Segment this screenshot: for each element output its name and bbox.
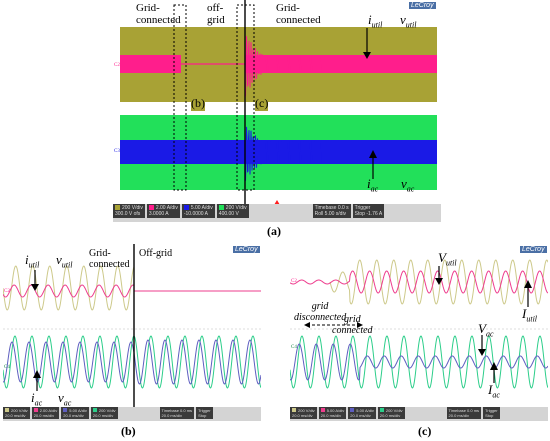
- status-c4: 200 V/div 400.00 V: [216, 204, 249, 218]
- panel-b-status-bar: 200 V/div 20.0 ms/div 2.00 A/div 20.0 ms/d…: [3, 407, 261, 421]
- status-timebase: Timebase 0.0 s Roll 5.00 s/div: [312, 204, 351, 218]
- arrow-I-util-c: [524, 280, 532, 307]
- panel-b-scope-screen: C2 C4: [3, 244, 261, 414]
- arrow-i-util-a: [363, 28, 371, 59]
- status-b-c4: 200 V/div 20.0 ms/div: [90, 407, 118, 419]
- arrow-V-util-c: [435, 266, 443, 285]
- i-ac-waveform-c: [290, 343, 548, 381]
- panel-a-scope-screen: C2 C1 C3: [113, 0, 441, 210]
- status-b-c1: 200 V/div 20.0 ms/div: [3, 407, 30, 419]
- status-b-c2: 2.00 A/div 20.0 ms/div: [31, 407, 60, 419]
- caption-a: (a): [267, 224, 281, 238]
- label-grid-connected-1: Grid- connected: [136, 2, 181, 26]
- status-b-trigger: Trigger Stop: [196, 407, 213, 419]
- status-c3: 5.00 A/div -10.0000 A: [181, 204, 215, 218]
- status-trigger: Trigger Stop -1.76 A: [352, 204, 385, 218]
- lecroy-logo-b: LeCroy: [233, 246, 260, 253]
- caption-b: (b): [121, 424, 136, 438]
- label-v-util-b: vutil: [56, 252, 73, 270]
- arrow-i-ac-b: [33, 370, 41, 391]
- label-off-grid: off- grid: [207, 2, 225, 26]
- label-i-ac-a: iac: [367, 176, 379, 194]
- status-c-trigger: Trigger Stop: [483, 407, 500, 419]
- panel-a-status-bar: 200 V/div 300.0 V ofs 2.00 A/div 3.0000 A …: [113, 204, 441, 222]
- lecroy-logo: LeCroy: [409, 2, 436, 9]
- label-v-util-a: vutil: [400, 12, 417, 30]
- lecroy-logo-c: LeCroy: [520, 246, 547, 253]
- caption-c: (c): [418, 424, 432, 438]
- status-b-timebase: Timebase 0.0 ms 20.0 ms/div: [159, 407, 195, 419]
- label-grid-connected-c: grid connected: [332, 314, 373, 336]
- i-util-waveform-c: [290, 270, 548, 294]
- status-c-c3: 5.00 A/div 20.0 ms/div: [348, 407, 376, 419]
- status-c-timebase: Timebase 0.0 ms 20.0 ms/div: [446, 407, 482, 419]
- label-I-util-c: Iutil: [522, 306, 538, 324]
- label-i-ac-b: iac: [31, 390, 43, 408]
- status-c-c4: 200 V/div 20.0 ms/div: [377, 407, 405, 419]
- svg-text:C4: C4: [4, 365, 10, 370]
- arrow-I-ac-c: [490, 362, 498, 383]
- status-c2: 2.00 A/div 3.0000 A: [146, 204, 180, 218]
- label-v-ac-a: vac: [401, 176, 415, 194]
- zoom-box-c: [236, 4, 255, 191]
- label-v-ac-b: vac: [58, 390, 72, 408]
- label-box-b: (b): [191, 96, 205, 111]
- label-box-c: (c): [255, 96, 269, 111]
- i-util-waveform: [3, 284, 135, 298]
- label-grid-connected-2: Grid- connected: [276, 2, 321, 26]
- panel-b: C2 C4 LeCroy iutil vutil Grid- connected…: [3, 244, 261, 441]
- panel-c-status-bar: 200 V/div 20.0 ms/div 5.00 A/div 20.0 ms/d…: [290, 407, 548, 421]
- arrow-V-ac-c: [478, 335, 486, 356]
- label-off-grid-b: Off-grid: [139, 248, 173, 259]
- status-b-c3: 5.00 A/div 20.0 ms/div: [61, 407, 89, 419]
- panel-c: C2 C4 LeCroy Vutil grid disconnected gri…: [290, 244, 548, 441]
- label-i-util-a: iutil: [368, 12, 383, 30]
- arrow-i-ac-a: [369, 150, 377, 179]
- label-V-ac-c: Vac: [478, 321, 494, 339]
- i-ac-transient: [244, 126, 324, 181]
- zoom-box-b: [173, 4, 187, 191]
- status-c-c2: 5.00 A/div 20.0 ms/div: [318, 407, 347, 419]
- svg-text:C2: C2: [4, 289, 10, 294]
- label-V-util-c: Vutil: [438, 250, 457, 268]
- panel-c-scope-screen: C2 C4: [290, 244, 548, 414]
- i-ac-waveform: [3, 339, 261, 385]
- svg-text:C2: C2: [291, 279, 297, 284]
- svg-text:C1: C1: [431, 63, 437, 68]
- arrow-i-util-b: [31, 270, 39, 291]
- label-grid-disconnected: grid disconnected: [294, 301, 347, 323]
- v-util-waveform: [3, 265, 135, 311]
- label-I-ac-c: Iac: [488, 382, 500, 400]
- label-grid-connected-b: Grid- connected: [89, 248, 130, 270]
- i-util-transient: [244, 36, 324, 97]
- panel-a: C2 C1 C3 LeCroy Grid- connected off- gri…: [113, 0, 441, 238]
- status-c1: 200 V/div 300.0 V ofs: [113, 204, 145, 218]
- arrow-grid-transition: [304, 322, 363, 328]
- svg-text:C2: C2: [114, 63, 120, 68]
- v-util-waveform-c: [329, 259, 548, 305]
- v-ac-waveform-c: [290, 335, 548, 389]
- status-c-c1: 200 V/div 20.0 ms/div: [290, 407, 317, 419]
- label-i-util-b: iutil: [25, 252, 40, 270]
- svg-text:C4: C4: [291, 345, 297, 350]
- svg-text:C3: C3: [114, 149, 120, 154]
